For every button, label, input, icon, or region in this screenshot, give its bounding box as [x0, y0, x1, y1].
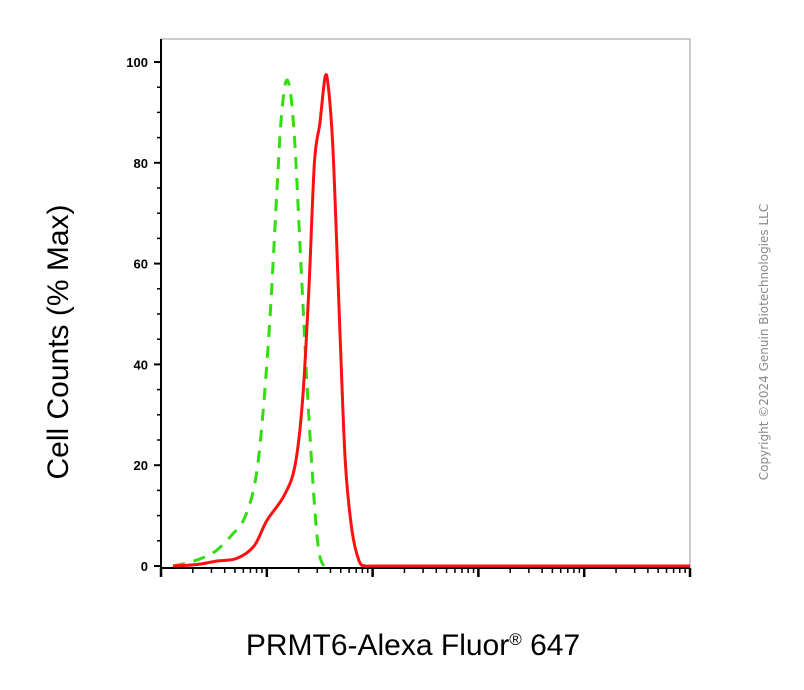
- y-tick-label: 60: [134, 257, 148, 272]
- y-tick-label: 20: [134, 458, 148, 473]
- series-layer: [172, 73, 690, 568]
- dashed-series-line: [172, 78, 326, 568]
- y-tick-label: 80: [134, 156, 148, 171]
- y-tick-label: 0: [141, 559, 148, 574]
- x-axis-title-suffix: 647: [522, 629, 580, 662]
- plot-frame: [160, 38, 691, 569]
- x-axis-title: PRMT6-Alexa Fluor® 647: [246, 629, 580, 662]
- y-axis-title: Cell Counts (% Max): [42, 204, 75, 479]
- y-tick-label: 100: [126, 55, 148, 70]
- copyright-notice: Copyright ©2024 Genuin Biotechnologies L…: [757, 204, 771, 480]
- y-tick-label: 40: [134, 357, 148, 372]
- x-axis-title-mark: ®: [509, 630, 522, 649]
- x-axis-ticks: [159, 568, 692, 577]
- y-axis-ticks: 0 20 40 60 80 100: [126, 55, 161, 574]
- x-axis-title-prefix: PRMT6-Alexa Fluor: [246, 629, 509, 662]
- solid-series-line: [172, 73, 690, 568]
